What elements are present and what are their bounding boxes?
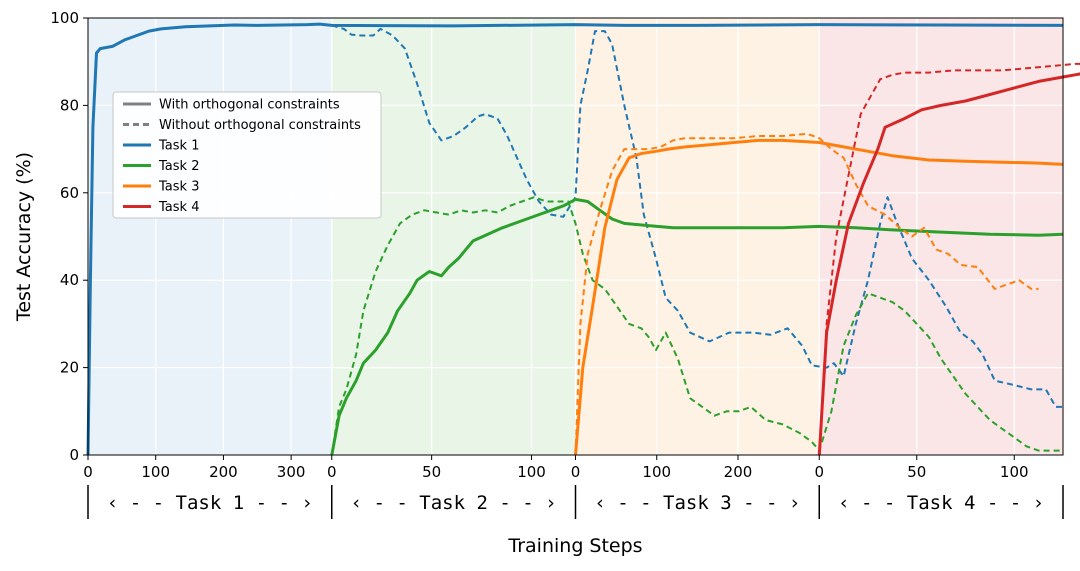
x-tick-label: 300 (277, 463, 306, 481)
legend: With orthogonal constraints Without ortho… (112, 91, 382, 219)
x-axis-title: Training Steps (507, 535, 642, 557)
x-tick-label: 100 (517, 463, 546, 481)
x-tick-label: 200 (209, 463, 238, 481)
series-line-task-3-with (574, 138, 1064, 456)
task-band-label: ‹ - - Task 2 - - › (351, 492, 557, 514)
task-band-label: ‹ - - Task 4 - - › (838, 492, 1044, 514)
x-tick-label: 100 (642, 463, 671, 481)
series-line-task-1-without (331, 24, 1063, 408)
task-band-label: ‹ - - Task 3 - - › (594, 492, 800, 514)
legend-label-task-4: Task 4 (158, 200, 199, 215)
legend-box (112, 91, 382, 219)
y-tick-label: 40 (60, 271, 79, 289)
axis-ticks: 0 100 200 300 0 50 100 0 100 200 0 50 100 0 20 40 60 80 10… (50, 9, 1028, 481)
x-tick-label: 0 (814, 463, 824, 481)
x-tick-label: 100 (1000, 463, 1029, 481)
phase-shade (575, 18, 820, 455)
x-tick-label: 50 (907, 463, 926, 481)
y-tick-label: 100 (50, 9, 79, 27)
legend-label-with-orthogonal-constraints: With orthogonal constraints (159, 98, 340, 113)
legend-label-without-orthogonal-constraints: Without orthogonal constraints (159, 118, 361, 133)
phase-shade (88, 18, 332, 455)
x-tick-label: 0 (327, 463, 337, 481)
x-tick-label: 0 (571, 463, 581, 481)
y-tick-label: 20 (60, 359, 79, 377)
task-band-label: ‹ - - Task 1 - - › (107, 492, 313, 514)
y-axis-title: Test Accuracy (%) (13, 152, 35, 322)
y-tick-label: 60 (60, 184, 79, 202)
y-tick-label: 80 (60, 96, 79, 114)
x-tick-label: 100 (141, 463, 170, 481)
series-line-task-4-with (817, 72, 1080, 456)
phase-shade (819, 18, 1063, 455)
x-tick-label: 0 (83, 463, 93, 481)
legend-label-task-1: Task 1 (158, 139, 199, 154)
y-tick-label: 0 (69, 446, 79, 464)
legend-label-task-2: Task 2 (158, 159, 199, 174)
legend-label-task-3: Task 3 (158, 180, 199, 195)
series-line-task-2-without (330, 196, 1063, 456)
series-lines (86, 22, 1080, 456)
series-line-task-1-with (86, 22, 1064, 456)
phase-shade (331, 18, 576, 455)
series-line-task-2-with (330, 197, 1064, 456)
task-band-labels: ‹ - - Task 1 - - › ‹ - - Task 2 - - › ‹ - … (87, 485, 1064, 519)
series-line-task-4-without (818, 62, 1080, 456)
x-tick-label: 50 (422, 463, 441, 481)
x-tick-label: 200 (724, 463, 753, 481)
